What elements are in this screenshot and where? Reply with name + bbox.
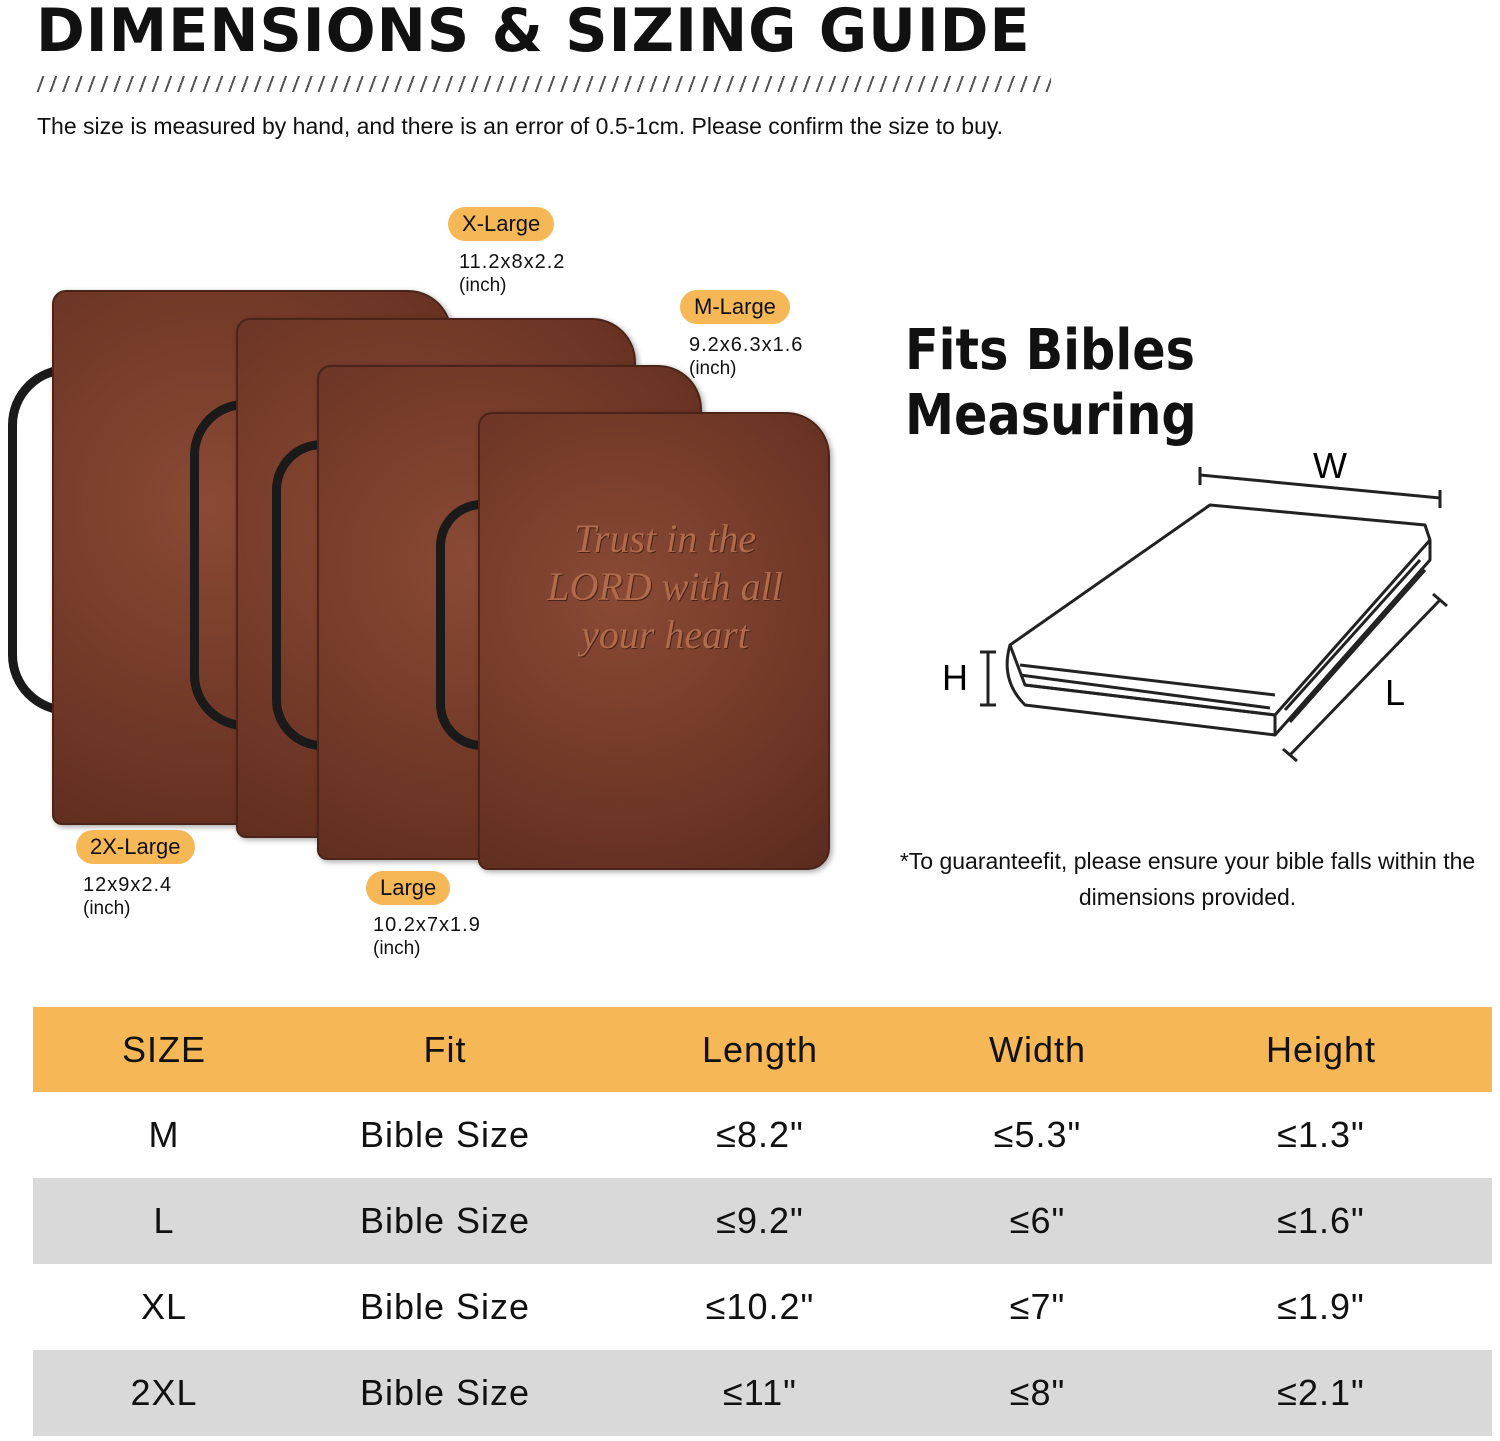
cell: ≤9.2"	[716, 1200, 804, 1241]
length-label: L	[1385, 672, 1405, 713]
handle	[436, 500, 482, 750]
book-dimension-diagram: W H L	[942, 445, 1448, 763]
size-badge: Large	[366, 871, 451, 905]
table-row: XL Bible Size ≤10.2" ≤7" ≤1.9"	[33, 1264, 1492, 1350]
cell: ≤2.1"	[1277, 1372, 1365, 1413]
cell: ≤8"	[1009, 1372, 1066, 1413]
cell: ≤5.3"	[993, 1114, 1082, 1155]
subtitle: The size is measured by hand, and there …	[37, 113, 1004, 139]
height-label: H	[942, 657, 968, 698]
column-header: Fit	[423, 1028, 467, 1070]
table-header-row: SIZE Fit Length Width Height	[33, 1007, 1492, 1092]
cover-m-large	[478, 412, 830, 870]
cell: M	[148, 1114, 180, 1155]
cell: Bible Size	[359, 1200, 531, 1241]
handle	[272, 440, 322, 750]
size-dims: 9.2x6.3x1.6 (inch)	[689, 334, 804, 379]
cell: XL	[140, 1286, 188, 1327]
column-header: Height	[1265, 1028, 1377, 1070]
fit-note: *To guaranteefit, please ensure your bib…	[899, 848, 1476, 910]
cell: ≤1.3"	[1277, 1114, 1365, 1155]
cell: Bible Size	[359, 1114, 531, 1155]
cell: 2XL	[130, 1372, 198, 1413]
size-table: SIZE Fit Length Width Height M Bible Size…	[33, 1007, 1492, 1436]
cell: ≤6"	[1009, 1200, 1066, 1241]
column-header: Width	[988, 1028, 1087, 1070]
cell: ≤1.9"	[1277, 1286, 1365, 1327]
size-dims: 10.2x7x1.9 (inch)	[373, 914, 481, 959]
size-badge: M-Large	[680, 290, 790, 324]
table-row: L Bible Size ≤9.2" ≤6" ≤1.6"	[33, 1178, 1492, 1264]
cell: ≤1.6"	[1277, 1200, 1365, 1241]
size-dims: 12x9x2.4 (inch)	[83, 874, 173, 919]
width-label: W	[1313, 445, 1347, 486]
cell: L	[153, 1200, 175, 1241]
cell: ≤7"	[1009, 1286, 1066, 1327]
cover-embossed-text: Trust in the LORD with all your heart	[547, 516, 783, 657]
cell: Bible Size	[359, 1372, 531, 1413]
size-dims: 11.2x8x2.2 (inch)	[459, 251, 566, 296]
cell: ≤11"	[723, 1372, 797, 1413]
cell: Bible Size	[359, 1286, 531, 1327]
cell: ≤8.2"	[716, 1114, 804, 1155]
size-badge: X-Large	[448, 207, 555, 241]
table-row: M Bible Size ≤8.2" ≤5.3" ≤1.3"	[33, 1092, 1492, 1178]
cell: ≤10.2"	[705, 1286, 815, 1327]
table-row: 2XL Bible Size ≤11" ≤8" ≤2.1"	[33, 1350, 1492, 1436]
fit-heading: Fits Bibles Measuring	[905, 318, 1197, 448]
size-badge: 2X-Large	[76, 830, 195, 864]
decorative-stripe-divider	[36, 76, 1051, 92]
column-header: Length	[701, 1028, 819, 1070]
column-header: SIZE	[121, 1028, 206, 1070]
page-title: DIMENSIONS & SIZING GUIDE	[36, 0, 1031, 66]
